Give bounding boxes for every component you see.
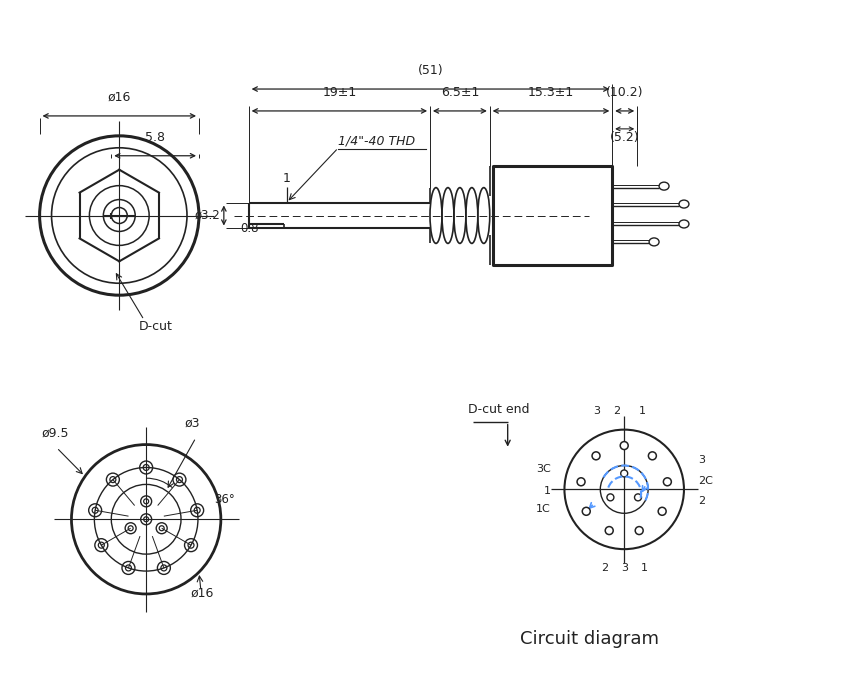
Circle shape: [577, 478, 585, 486]
Text: (10.2): (10.2): [606, 86, 643, 99]
Circle shape: [636, 527, 643, 535]
Text: 3: 3: [698, 454, 705, 464]
Text: 6.5±1: 6.5±1: [440, 86, 479, 99]
Circle shape: [621, 470, 628, 477]
Text: ø16: ø16: [108, 91, 131, 104]
Text: 0.8: 0.8: [240, 222, 258, 235]
Text: 1: 1: [283, 172, 291, 185]
Text: ø16: ø16: [191, 587, 214, 600]
Text: 19±1: 19±1: [322, 86, 357, 99]
Text: ø3.2: ø3.2: [195, 209, 221, 222]
Text: 2: 2: [698, 496, 705, 506]
Text: (51): (51): [418, 64, 443, 77]
Text: 2C: 2C: [698, 477, 713, 486]
Circle shape: [605, 527, 613, 535]
Text: 3: 3: [621, 563, 628, 573]
Circle shape: [635, 494, 642, 501]
Text: 1: 1: [544, 486, 550, 496]
Circle shape: [658, 507, 666, 516]
Text: 5.8: 5.8: [145, 131, 165, 144]
Text: 2: 2: [601, 563, 608, 573]
Circle shape: [620, 441, 628, 449]
Text: ø9.5: ø9.5: [41, 427, 69, 440]
Text: 3C: 3C: [536, 464, 550, 475]
Circle shape: [648, 452, 656, 460]
Circle shape: [582, 507, 590, 516]
Text: (5.2): (5.2): [610, 131, 640, 144]
Text: 1: 1: [641, 563, 648, 573]
Text: D-cut: D-cut: [139, 320, 173, 333]
Circle shape: [663, 478, 672, 486]
Text: 2: 2: [612, 406, 620, 416]
Text: 15.3±1: 15.3±1: [528, 86, 574, 99]
Text: 3: 3: [593, 406, 599, 416]
Text: 1C: 1C: [536, 504, 550, 514]
Text: ø3: ø3: [184, 417, 200, 430]
Circle shape: [607, 494, 614, 501]
Text: D-cut end: D-cut end: [468, 403, 530, 416]
Bar: [493, 166, 612, 265]
Text: Circuit diagram: Circuit diagram: [519, 629, 659, 648]
Text: 1: 1: [639, 406, 646, 416]
Text: 36°: 36°: [214, 493, 235, 506]
Circle shape: [592, 452, 600, 460]
Text: 1/4"-40 THD: 1/4"-40 THD: [338, 135, 415, 148]
